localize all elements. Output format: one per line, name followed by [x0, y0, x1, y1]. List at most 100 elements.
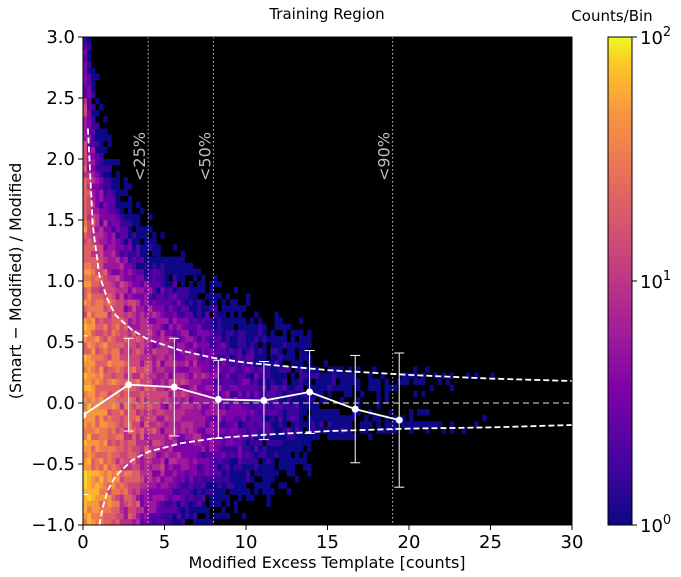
heatmap-cell [152, 281, 157, 288]
heatmap-cell [119, 421, 125, 428]
heatmap-cell [201, 403, 206, 410]
heatmap-cell [209, 317, 214, 324]
heatmap-cell [197, 305, 202, 312]
heatmap-cell [83, 146, 88, 154]
heatmap-cell [229, 323, 235, 331]
heatmap-cell [286, 354, 292, 361]
heatmap-cell [180, 268, 186, 276]
heatmap-cell [209, 305, 214, 312]
heatmap-cell [123, 311, 129, 318]
heatmap-cell [217, 378, 222, 385]
heatmap-cell [413, 366, 418, 373]
heatmap-cell [123, 274, 129, 282]
heatmap-cell [392, 421, 398, 428]
heatmap-cell [229, 317, 235, 324]
heatmap-cell [197, 384, 202, 392]
heatmap-cell [241, 372, 247, 379]
heatmap-cell [278, 457, 283, 465]
heatmap-cell [156, 476, 161, 483]
heatmap-cell [168, 360, 173, 367]
heatmap-cell [286, 384, 292, 392]
heatmap-cell [99, 226, 104, 233]
heatmap-cell [241, 366, 247, 373]
heatmap-cell [209, 299, 214, 306]
heatmap-cell [164, 390, 169, 398]
heatmap-cell [193, 274, 198, 282]
heatmap-cell [176, 348, 182, 355]
heatmap-cell [91, 201, 96, 209]
heatmap-cell [180, 494, 186, 501]
heatmap-cell [213, 500, 218, 507]
heatmap-cell [237, 390, 243, 398]
heatmap-cell [131, 335, 137, 343]
heatmap-cell [87, 427, 92, 434]
heatmap-cell [241, 476, 247, 483]
heatmap-cell [115, 464, 120, 471]
heatmap-cell [111, 213, 116, 221]
heatmap-cell [250, 476, 255, 483]
heatmap-cell [213, 476, 218, 483]
heatmap-cell [148, 494, 153, 501]
heatmap-cell [140, 232, 145, 239]
heatmap-cell [87, 293, 92, 300]
heatmap-cell [250, 378, 255, 385]
heatmap-cell [347, 415, 353, 422]
heatmap-cell [221, 366, 226, 373]
x-axis-ticks: 0 5 10 15 20 25 30 [77, 525, 583, 553]
heatmap-cell [119, 226, 125, 233]
heatmap-cell [388, 421, 393, 428]
heatmap-cell [372, 366, 377, 373]
heatmap-cell [319, 372, 324, 379]
heatmap-cell [119, 433, 125, 440]
heatmap-cell [229, 372, 235, 379]
heatmap-cell [233, 384, 239, 392]
heatmap-cell [298, 396, 304, 404]
heatmap-cell [201, 464, 206, 471]
heatmap-cell [197, 287, 202, 294]
heatmap-cell [91, 244, 96, 251]
heatmap-cell [193, 268, 198, 276]
heatmap-cell [152, 299, 157, 306]
heatmap-cell [107, 329, 112, 337]
heatmap-cell [91, 268, 96, 276]
heatmap-cell [351, 433, 357, 440]
heatmap-cell [229, 415, 235, 422]
heatmap-cell [278, 378, 283, 385]
heatmap-cell [103, 134, 108, 141]
heatmap-cell [123, 220, 129, 227]
heatmap-cell [262, 421, 267, 428]
heatmap-cell [233, 488, 239, 495]
heatmap-cell [115, 488, 120, 495]
heatmap-cell [131, 305, 137, 312]
heatmap-cell [205, 348, 210, 355]
heatmap-cell [119, 250, 125, 257]
heatmap-cell [156, 390, 161, 398]
heatmap-cell [152, 396, 157, 404]
heatmap-cell [119, 464, 125, 471]
heatmap-cell [152, 500, 157, 507]
heatmap-cell [91, 500, 96, 507]
heatmap-cell [290, 445, 296, 453]
heatmap-cell [205, 427, 210, 434]
heatmap-cell [115, 342, 120, 349]
heatmap-cell [83, 189, 88, 196]
heatmap-cell [107, 439, 112, 446]
heatmap-cell [103, 476, 108, 483]
heatmap-cell [103, 305, 108, 312]
heatmap-cell [160, 256, 165, 263]
heatmap-cell [111, 329, 116, 337]
heatmap-cell [233, 421, 239, 428]
heatmap-cell [148, 299, 153, 306]
x-tick-label: 10 [235, 532, 258, 553]
heatmap-cell [152, 409, 157, 416]
heatmap-cell [168, 488, 173, 495]
heatmap-cell [99, 464, 104, 471]
heatmap-cell [229, 384, 235, 392]
heatmap-cell [87, 342, 92, 349]
heatmap-cell [83, 220, 88, 227]
heatmap-cell [246, 439, 251, 446]
heatmap-cell [103, 457, 108, 465]
heatmap-cell [217, 488, 222, 495]
heatmap-cell [99, 518, 104, 525]
heatmap-cell [323, 378, 328, 385]
